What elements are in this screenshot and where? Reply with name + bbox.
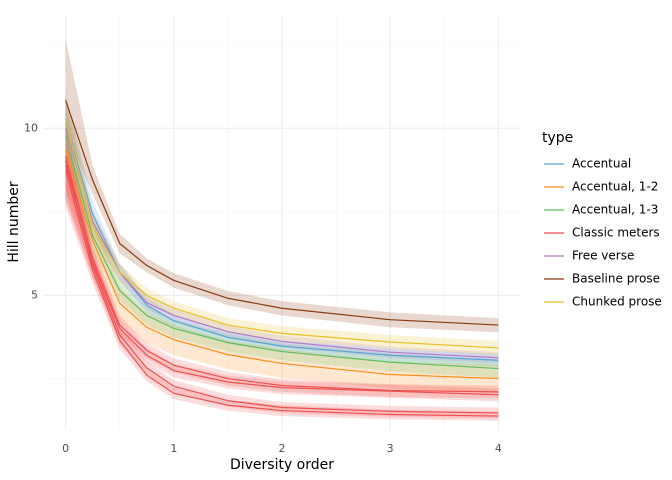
legend-label: Classic meters [572,226,660,240]
y-tick-label: 10 [24,121,38,134]
series-line [65,170,499,417]
legend-label: Chunked prose [572,295,662,309]
y-tick-label: 5 [31,288,38,301]
series-line [65,100,499,326]
legend-label: Free verse [572,249,634,263]
x-tick-label: 1 [170,442,177,455]
x-tick-label: 0 [62,442,69,455]
series-line [65,150,499,380]
series-line [65,156,499,393]
grid [44,15,520,430]
lines [65,100,499,417]
series-line [65,121,499,349]
series-line [65,165,499,396]
y-axis-title: Hill number [6,181,22,263]
series-line [65,123,499,361]
legend-label: Baseline prose [572,272,660,286]
series-line [65,128,499,359]
axes: Diversity order Hill number 5 10 0 1 2 3 4 [6,121,502,473]
series-line [65,160,499,414]
legend-label: Accentual, 1-2 [572,180,658,194]
x-tick-label: 2 [279,442,286,455]
legend-label: Accentual [572,157,631,171]
legend: type Accentual Accentual, 1-2 Accentual, 1… [542,130,662,309]
legend-label: Accentual, 1-3 [572,203,658,217]
x-tick-label: 4 [495,442,502,455]
series-line [65,135,499,370]
x-axis-title: Diversity order [230,457,334,473]
legend-title: type [542,130,573,146]
x-tick-label: 3 [387,442,394,455]
